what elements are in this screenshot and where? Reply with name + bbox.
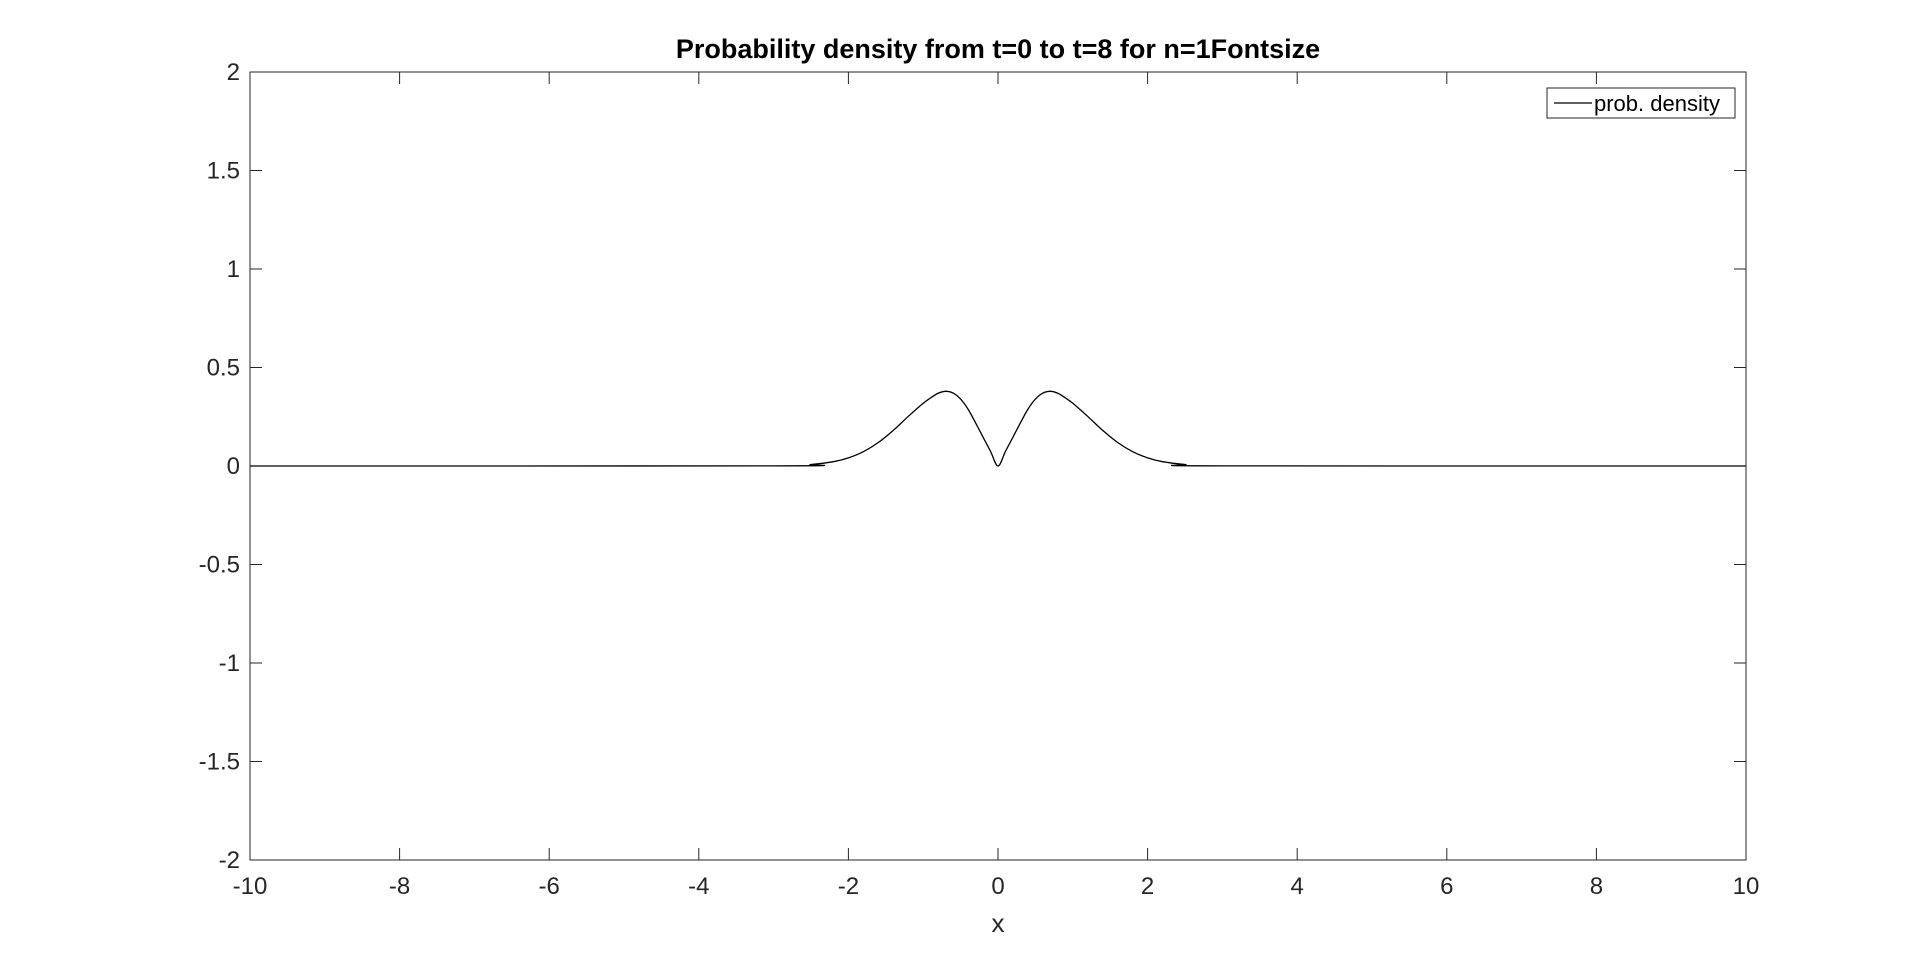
y-tick-label: -0.5: [199, 552, 240, 579]
x-tick-label: -6: [539, 873, 560, 900]
x-tick-label: -2: [838, 873, 859, 900]
x-tick-label: 6: [1440, 873, 1453, 900]
x-tick-label: 4: [1291, 873, 1304, 900]
legend-box: [1546, 87, 1736, 119]
x-tick-label: -8: [389, 873, 410, 900]
x-axis-label: x: [992, 908, 1005, 938]
series-line-prob-density: [249, 390, 1747, 467]
x-tick-label: -4: [688, 873, 709, 900]
x-tick-label: 0: [991, 873, 1004, 900]
y-tick-label: 2: [227, 59, 240, 86]
plot-frame: [249, 71, 1747, 861]
chart-title: Probability density from t=0 to t=8 for …: [676, 34, 1320, 64]
x-tick-label: 10: [1733, 873, 1760, 900]
x-tick-label: 2: [1141, 873, 1154, 900]
legend: prob. density: [1546, 87, 1736, 119]
y-tick-label: 0.5: [207, 355, 240, 382]
legend-label: prob. density: [1594, 91, 1720, 116]
y-tick-label: 1.5: [207, 158, 240, 185]
y-tick-label: 0: [227, 453, 240, 480]
x-tick-label: 8: [1590, 873, 1603, 900]
y-tick-label: -2: [219, 847, 240, 874]
y-tick-label: 1: [227, 256, 240, 283]
x-tick-label: -10: [233, 873, 268, 900]
y-tick-label: -1: [219, 650, 240, 677]
y-tick-label: -1.5: [199, 749, 240, 776]
